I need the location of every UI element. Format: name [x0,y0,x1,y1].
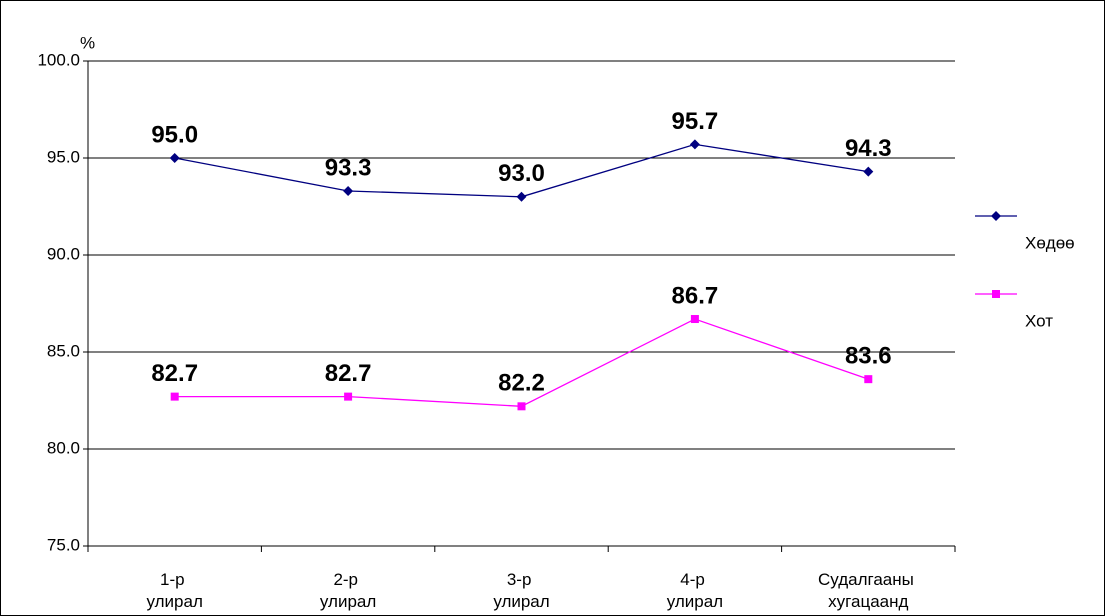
x-tick-label: 3-р улирал [493,570,549,611]
data-label: 82.7 [325,360,372,387]
data-label: 93.0 [498,160,545,187]
data-point [516,191,527,202]
y-tick-label: 90.0 [47,244,80,263]
data-point [344,392,353,401]
y-tick-label: 95.0 [47,147,80,166]
data-label: 94.3 [845,135,892,162]
y-tick-label: 80.0 [47,438,80,457]
data-point [690,315,699,324]
data-label: 82.2 [498,370,545,397]
legend-marker [991,211,1001,221]
y-axis-label: % [80,33,95,52]
data-point [864,375,873,384]
data-point [689,139,700,150]
data-label: 86.7 [672,282,719,309]
data-point [517,402,526,411]
x-tick-label: Судалгааны хугацаанд [818,570,919,611]
data-label: 95.7 [672,108,719,135]
y-tick-label: 85.0 [47,341,80,360]
data-label: 83.6 [845,343,892,370]
x-tick-label: 2-р улирал [320,570,376,611]
data-label: 93.3 [325,154,372,181]
legend-marker [992,290,1000,298]
legend-label: Хөдөө [1025,233,1075,252]
y-tick-label: 100.0 [37,50,80,69]
data-label: 82.7 [151,360,198,387]
x-tick-label: 1-р улирал [147,570,203,611]
legend-label: Хот [1025,311,1053,330]
data-point [343,185,354,196]
data-point [169,153,180,163]
x-tick-label: 4-р улирал [667,570,723,611]
data-label: 95.0 [151,121,198,148]
y-tick-label: 75.0 [47,535,80,554]
data-point [863,166,874,177]
data-point [170,392,179,401]
